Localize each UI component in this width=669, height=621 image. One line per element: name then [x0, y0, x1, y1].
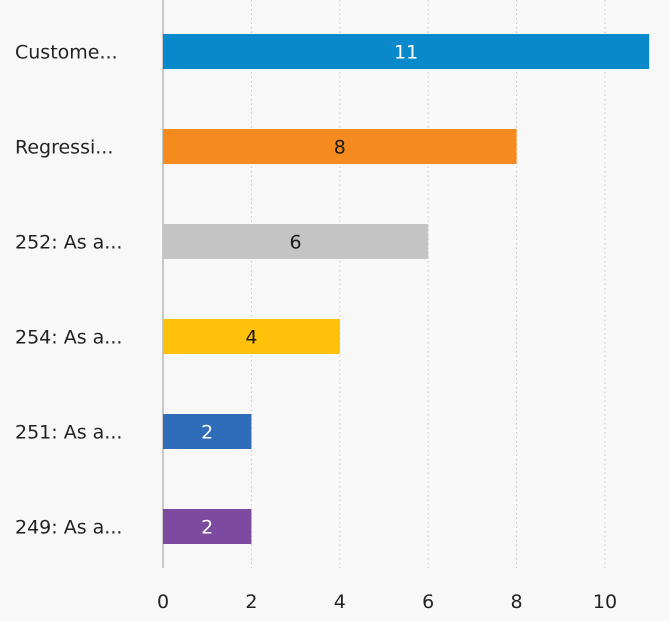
data-label-5: 2 — [201, 422, 213, 444]
x-tick-labels: 0 2 4 6 8 10 — [157, 591, 617, 613]
x-tick-label-6: 6 — [422, 591, 434, 613]
bar-5 — [163, 414, 252, 449]
x-tick-label-4: 4 — [334, 591, 346, 613]
category-label-1: Custome... — [15, 42, 118, 64]
bar-2 — [163, 129, 517, 164]
x-tick-label-10: 10 — [593, 591, 617, 613]
bar-4 — [163, 319, 340, 354]
category-label-6: 249: As a... — [15, 517, 122, 539]
bar-3 — [163, 224, 429, 259]
category-label-5: 251: As a... — [15, 422, 122, 444]
gridlines — [250, 0, 606, 568]
category-label-2: Regressi... — [15, 137, 113, 159]
x-tick-label-0: 0 — [157, 591, 169, 613]
data-label-6: 2 — [201, 517, 213, 539]
data-label-3: 6 — [290, 232, 302, 254]
category-label-4: 254: As a... — [15, 327, 122, 349]
x-tick-label-8: 8 — [511, 591, 523, 613]
bar-1 — [163, 34, 650, 69]
category-label-3: 252: As a... — [15, 232, 122, 254]
category-labels: Custome... Regressi... 252: As a... 254: As… — [15, 42, 122, 539]
data-label-4: 4 — [245, 327, 257, 349]
data-label-1: 11 — [394, 42, 418, 64]
data-label-2: 8 — [334, 137, 346, 159]
bars: 11 8 6 4 2 2 — [163, 34, 650, 544]
x-tick-label-2: 2 — [245, 591, 257, 613]
bar-6 — [163, 509, 252, 544]
